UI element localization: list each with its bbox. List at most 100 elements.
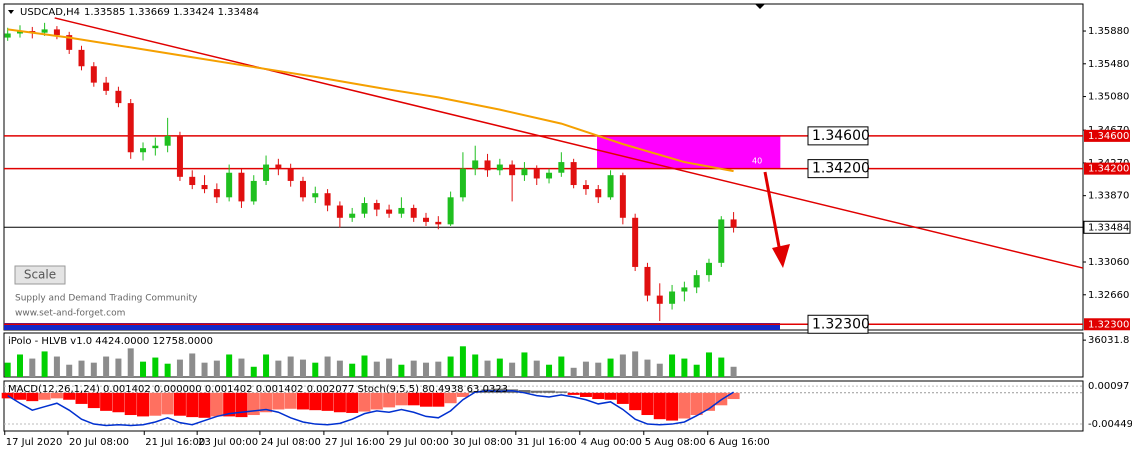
candle-body — [619, 175, 626, 218]
volume-bar — [152, 357, 159, 377]
volume-bar — [558, 356, 565, 377]
candle-body — [496, 164, 503, 171]
watermark: Supply and Demand Trading Community — [15, 294, 198, 304]
y-tick-label: -0.004493 — [1088, 419, 1132, 430]
macd-bar — [309, 392, 322, 411]
candle-body — [570, 162, 577, 186]
scale-button[interactable] — [14, 265, 66, 285]
volume-bar — [66, 364, 73, 377]
candle-body — [115, 90, 122, 104]
x-tick-label: 17 Jul 2020 — [6, 437, 63, 448]
macd-bar — [26, 392, 39, 402]
candle-body — [447, 197, 454, 225]
axis-marker-label: 1.34600 — [1088, 131, 1129, 142]
candle-body — [103, 82, 110, 91]
macd-bar — [284, 392, 297, 409]
macd-bar — [137, 392, 150, 417]
candle-body — [41, 29, 48, 33]
macd-bar — [112, 392, 125, 413]
level-label: 1.32300 — [812, 316, 870, 332]
candle-body — [386, 209, 393, 214]
macd-bar — [370, 392, 383, 410]
x-tick-label: 31 Jul 16:00 — [517, 437, 577, 448]
volume-bar — [312, 362, 319, 377]
macd-bar — [604, 392, 617, 400]
volume-bar — [582, 361, 589, 377]
volume-bar — [681, 358, 688, 377]
volume-bar — [410, 360, 417, 377]
candle-body — [201, 185, 208, 190]
macd-bar — [223, 392, 236, 417]
x-tick-label: 5 Aug 08:00 — [645, 437, 706, 448]
macd-bar — [543, 390, 556, 393]
panel-title: MACD(12,26,1,24) 0.001402 0.000000 0.001… — [8, 384, 508, 395]
volume-bar — [275, 360, 282, 377]
y-tick-label: 0.00097 — [1088, 381, 1129, 392]
last-price-label: 1.33484 — [1088, 222, 1129, 233]
volume-bar — [693, 364, 700, 377]
level-label: 1.34600 — [812, 128, 870, 144]
macd-bar — [210, 392, 223, 417]
candle-body — [127, 103, 134, 153]
volume-bar — [533, 360, 540, 377]
candle-body — [509, 164, 516, 176]
candle-body — [189, 176, 196, 186]
candle-body — [533, 168, 540, 179]
volume-bar — [127, 348, 134, 377]
macd-bar — [444, 392, 457, 404]
candle-body — [152, 145, 159, 149]
macd-bar — [592, 392, 605, 400]
candle-body — [349, 213, 356, 218]
candle-body — [361, 203, 368, 214]
level-box — [807, 314, 869, 334]
volume-bar — [238, 358, 245, 377]
candle-body — [595, 189, 602, 198]
volume-bar — [4, 362, 11, 377]
volume-bar — [361, 355, 368, 377]
candle-body — [140, 148, 147, 153]
candle-body — [656, 295, 663, 304]
volume-bar — [484, 360, 491, 377]
symbol: USDCAD,H4 — [20, 7, 80, 18]
candle-body — [324, 193, 331, 206]
macd-bar — [358, 392, 371, 412]
candle-body — [718, 219, 725, 263]
macd-bar — [247, 392, 260, 416]
y-tick-label: 1.35080 — [1088, 92, 1129, 103]
x-tick-label: 30 Jul 08:00 — [453, 437, 513, 448]
candle-body — [226, 172, 233, 198]
macd-bar — [518, 390, 531, 393]
volume-bar — [287, 356, 294, 377]
volume-bar — [299, 359, 306, 377]
x-tick-label: 4 Aug 00:00 — [581, 437, 642, 448]
axis-marker — [1084, 129, 1130, 142]
candle-body — [669, 291, 676, 304]
volume-bar — [90, 362, 97, 377]
macd-bar — [50, 392, 63, 399]
macd-bar — [149, 392, 162, 416]
volume-bar — [53, 356, 60, 377]
macd-bar — [420, 392, 433, 407]
x-tick-label: 27 Jul 16:00 — [325, 437, 385, 448]
signal-line — [7, 389, 734, 427]
candle-body — [484, 160, 491, 171]
candle-body — [705, 262, 712, 276]
volume-bar — [386, 358, 393, 377]
candle-body — [644, 266, 651, 296]
arrow — [763, 171, 782, 253]
scale-label[interactable]: Scale — [24, 268, 56, 282]
macd-bar — [432, 392, 445, 407]
candle-body — [373, 203, 380, 210]
macd-bar — [727, 392, 740, 400]
macd-bar — [1, 392, 14, 399]
moving-average — [7, 28, 734, 173]
macd-bar — [124, 392, 137, 416]
shift-marker — [755, 4, 765, 9]
macd-bar — [296, 392, 309, 410]
y-tick-label: 36031.8 — [1088, 335, 1129, 346]
menu-arrow[interactable] — [8, 10, 14, 14]
macd-bar — [579, 392, 592, 397]
volume-bar — [324, 356, 331, 377]
